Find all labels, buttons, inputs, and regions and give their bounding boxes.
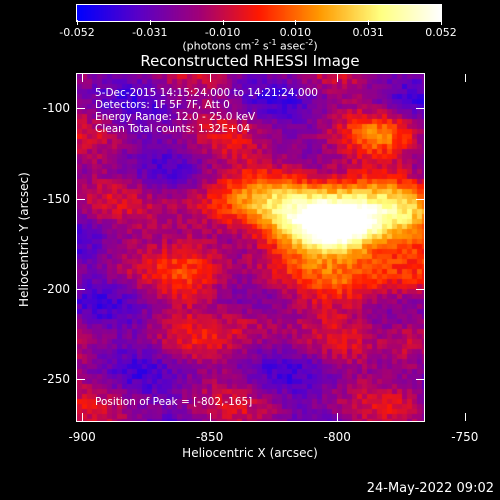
y-tick-label: -150 xyxy=(42,191,70,206)
colorbar-tick xyxy=(222,20,224,25)
colorbar-tick xyxy=(77,20,78,25)
peak-position-text: Position of Peak = [-802,-165] xyxy=(95,396,253,408)
colorbar-gradient xyxy=(77,5,441,21)
plot-title: Reconstructed RHESSI Image xyxy=(140,52,360,70)
y-axis-label: Heliocentric Y (arcsec) xyxy=(17,172,31,307)
x-tick-label: -850 xyxy=(196,430,224,444)
y-tick xyxy=(416,379,424,381)
colorbar-tick-label: 0.052 xyxy=(425,26,457,39)
y-tick xyxy=(416,198,424,200)
detectors-text: Detectors: 1F 5F 7F, Att 0 xyxy=(95,99,230,111)
colorbar-tick xyxy=(149,20,151,25)
colorbar-tick-label: 0.031 xyxy=(352,26,384,39)
colorbar-tick-label: -0.031 xyxy=(132,26,168,39)
x-axis-label: Heliocentric X (arcsec) xyxy=(182,446,318,460)
x-tick-label: -750 xyxy=(451,430,479,444)
x-tick-label: -800 xyxy=(323,430,351,444)
y-tick xyxy=(416,108,424,110)
energy-range-text: Energy Range: 12.0 - 25.0 keV xyxy=(95,111,256,123)
method-text: Clean Total counts: 1.32E+04 xyxy=(95,123,251,135)
x-tick xyxy=(209,413,211,421)
colorbar-tick-label: 0.010 xyxy=(279,26,312,39)
colorbar-units: (photons cm-2 s-1 asec-2) xyxy=(182,38,318,53)
x-tick xyxy=(209,74,211,82)
y-tick xyxy=(77,108,85,110)
time-range-text: 5-Dec-2015 14:15:24.000 to 14:21:24.000 xyxy=(95,87,318,99)
colorbar-tick-label: -0.052 xyxy=(59,26,95,39)
plot-frame xyxy=(76,73,425,422)
x-tick xyxy=(337,413,339,421)
y-tick xyxy=(77,289,85,291)
y-tick xyxy=(77,379,85,381)
colorbar-tick xyxy=(295,20,297,25)
x-tick-label: -900 xyxy=(68,430,96,444)
x-tick xyxy=(82,413,84,421)
colorbar-tick xyxy=(368,20,370,25)
y-tick-label: -250 xyxy=(42,372,70,387)
rhessi-image xyxy=(77,74,424,421)
x-tick xyxy=(337,74,339,82)
y-tick-label: -100 xyxy=(42,101,70,116)
x-tick xyxy=(464,74,466,82)
y-tick xyxy=(416,289,424,291)
x-tick xyxy=(82,74,84,82)
datestamp: 24-May-2022 09:02 xyxy=(366,481,494,496)
colorbar xyxy=(76,4,442,22)
colorbar-tick-label: -0.010 xyxy=(204,26,241,39)
y-tick xyxy=(77,198,85,200)
colorbar-tick xyxy=(441,20,442,25)
x-tick xyxy=(464,413,466,421)
y-tick-label: -200 xyxy=(42,282,70,297)
